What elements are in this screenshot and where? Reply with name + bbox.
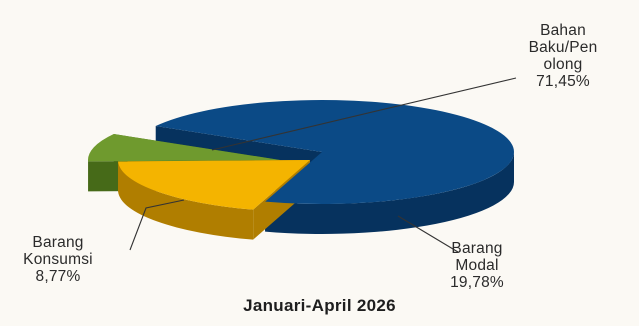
slice-value-label: 71,45% xyxy=(518,73,608,90)
slice-value-label: 8,77% xyxy=(16,268,100,285)
slice-label-line: Barang xyxy=(16,234,100,251)
slice-label-line: Barang xyxy=(432,240,522,257)
slice-label-line: Baku/Pen xyxy=(518,39,608,56)
slice-label-line: olong xyxy=(518,56,608,73)
slice-label-barang-modal: Barang Modal 19,78% xyxy=(432,240,522,291)
chart-title: Januari-April 2026 xyxy=(0,296,639,316)
slice-value-label: 19,78% xyxy=(432,274,522,291)
slice-label-line: Modal xyxy=(432,257,522,274)
slice-label-line: Bahan xyxy=(518,22,608,39)
slice-label-bahan-baku: Bahan Baku/Pen olong 71,45% xyxy=(518,22,608,90)
slice-label-barang-konsumsi: Barang Konsumsi 8,77% xyxy=(16,234,100,285)
slice-label-line: Konsumsi xyxy=(16,251,100,268)
